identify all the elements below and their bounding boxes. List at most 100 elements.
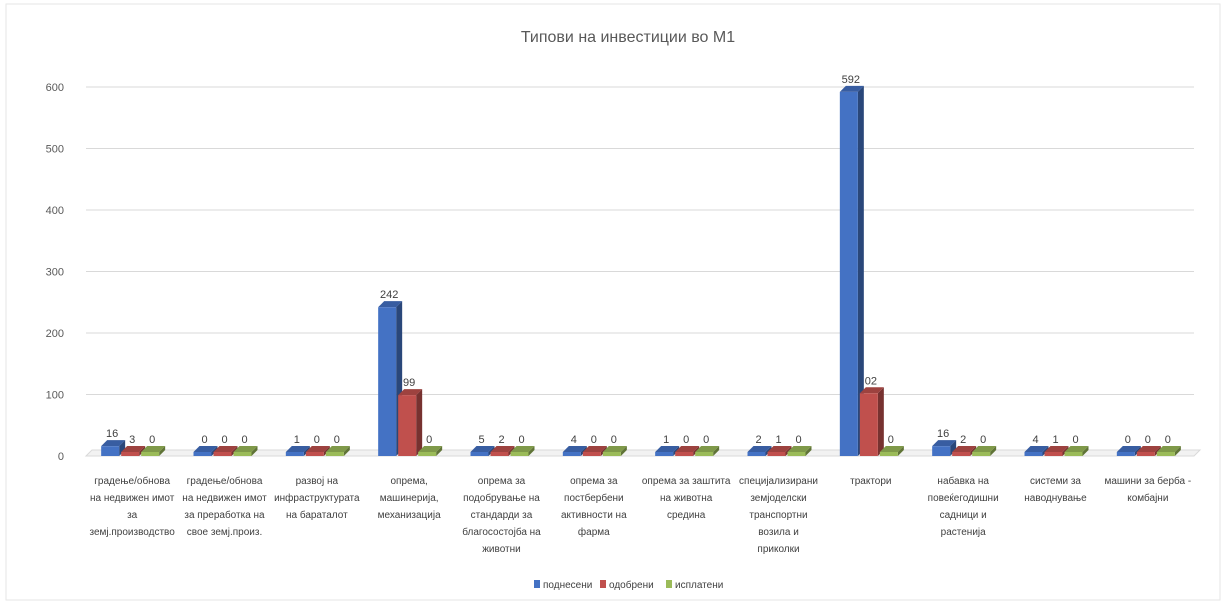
- bar: [121, 452, 140, 456]
- x-tick-label: опрема за подобрување на стандарди за благо…: [462, 476, 541, 555]
- bar-side: [897, 446, 904, 456]
- bar: [1064, 452, 1083, 456]
- data-label: 0: [611, 434, 617, 446]
- y-tick-label: 0: [58, 451, 64, 463]
- bar-top: [562, 446, 587, 452]
- x-tick-label-line: земј.производство: [89, 527, 175, 538]
- bar-top: [121, 446, 146, 452]
- y-tick-label: 200: [46, 328, 64, 340]
- bar: [582, 452, 601, 456]
- data-label: 0: [1145, 434, 1151, 446]
- legend-label: одобрени: [609, 579, 654, 591]
- data-label: 0: [221, 434, 227, 446]
- data-label: 4: [1032, 434, 1038, 446]
- bar-top: [378, 301, 403, 308]
- x-tick-label: набавка на повеќегодишни садници и растениј…: [928, 475, 999, 538]
- bar-top: [1044, 446, 1069, 452]
- x-tick-label-line: активности на: [561, 510, 627, 521]
- bar: [952, 452, 971, 456]
- bar-top: [398, 389, 423, 396]
- data-label: 1: [663, 434, 669, 446]
- legend-swatch: [534, 580, 540, 588]
- bar-top: [972, 446, 997, 452]
- bar: [859, 393, 878, 456]
- x-tick-label-line: за преработка на: [184, 509, 265, 521]
- x-tick-label-line: наводнување: [1024, 493, 1087, 504]
- bar: [767, 452, 786, 456]
- chart-frame: [5, 3, 1221, 601]
- data-label: 2: [960, 434, 966, 446]
- data-label: 0: [888, 434, 894, 446]
- bar-top: [213, 446, 238, 452]
- bar: [378, 307, 397, 456]
- bar: [510, 452, 529, 456]
- data-label: 0: [1125, 434, 1131, 446]
- bar-top: [305, 446, 330, 452]
- x-tick-label-line: набавка на: [937, 475, 989, 487]
- x-tick-label-line: благосостојба на: [462, 526, 541, 538]
- bar-side: [877, 387, 884, 456]
- bar-top: [1024, 446, 1049, 452]
- x-tick-label-line: растенија: [941, 527, 986, 538]
- data-label: 0: [201, 434, 207, 446]
- bar-side: [251, 446, 258, 456]
- bar-top: [101, 440, 126, 447]
- bar-top: [510, 446, 535, 452]
- data-label: 0: [314, 434, 320, 446]
- x-tick-label-line: повеќегодишни: [928, 493, 999, 504]
- bar-side: [1082, 446, 1089, 456]
- data-label: 242: [380, 289, 398, 301]
- bar-top: [470, 446, 495, 452]
- bar-side: [857, 85, 864, 457]
- bar: [398, 395, 417, 456]
- bar-top: [879, 446, 904, 452]
- bar: [602, 452, 621, 456]
- data-label: 1: [1052, 434, 1058, 446]
- x-tick-label-line: машинерија,: [380, 493, 439, 504]
- data-label: 0: [795, 434, 801, 446]
- bar: [470, 452, 489, 456]
- bar-top: [1136, 446, 1161, 452]
- bar-top: [932, 440, 957, 447]
- x-tick-label-line: опрема за: [570, 476, 618, 487]
- legend-label: исплатени: [675, 580, 723, 591]
- bar-side: [159, 446, 166, 456]
- data-label: 5: [478, 434, 484, 446]
- bar-side: [528, 446, 535, 456]
- bar: [325, 452, 344, 456]
- data-label: 0: [518, 434, 524, 446]
- bar-top: [747, 446, 772, 452]
- x-tick-label-line: садници и: [940, 510, 987, 521]
- bar-top: [193, 446, 218, 452]
- bar: [213, 452, 232, 456]
- bar-top: [1156, 446, 1181, 452]
- bar-top: [675, 446, 700, 452]
- x-tick-label-line: развој на: [296, 476, 339, 487]
- bar-side: [119, 440, 126, 456]
- bar: [233, 452, 252, 456]
- x-tick-label-line: подобрување на: [463, 492, 540, 504]
- x-tick-label-line: на животна: [660, 493, 713, 504]
- bar-top: [787, 446, 812, 452]
- bar: [747, 452, 766, 456]
- x-axis: градење/обнова на недвижен имот за земј.про…: [89, 475, 1191, 555]
- data-label: 592: [842, 74, 860, 86]
- bar: [490, 452, 509, 456]
- bar-side: [343, 446, 350, 456]
- bar-top: [952, 446, 977, 452]
- y-tick-label: 600: [46, 82, 64, 94]
- data-label: 0: [334, 434, 340, 446]
- legend-label: поднесени: [543, 580, 592, 591]
- x-tick-label: опрема за постбербени активности на фарма: [561, 476, 627, 538]
- bar-side: [1174, 446, 1181, 456]
- x-tick-label-line: градење/обнова: [94, 475, 170, 487]
- bar: [655, 452, 674, 456]
- y-tick-label: 500: [46, 144, 64, 156]
- x-tick-label-line: средина: [667, 510, 706, 521]
- data-label: 4: [571, 434, 577, 446]
- x-tick-label-line: земјоделски: [750, 493, 806, 504]
- x-tick-label-line: приколки: [757, 544, 799, 555]
- bar: [101, 446, 120, 456]
- bar: [1044, 452, 1063, 456]
